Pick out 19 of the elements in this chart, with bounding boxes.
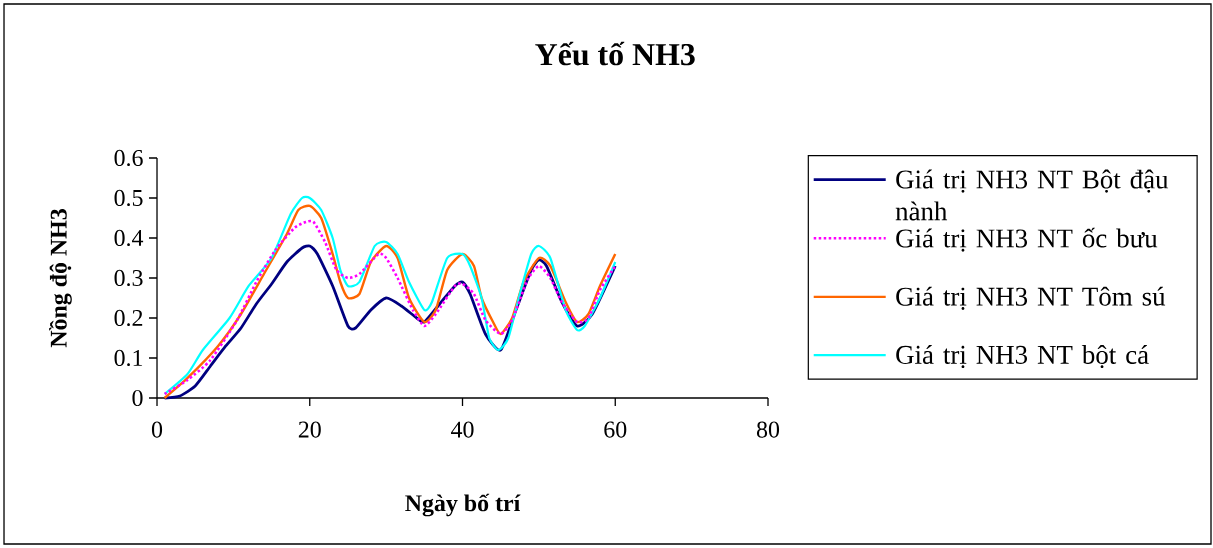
x-tick-label: 60: [604, 421, 627, 438]
y-tick-label: 0.1: [114, 349, 143, 367]
y-axis-title: Nồng độ NH3: [49, 209, 72, 348]
x-axis-title: Ngày bố trí: [405, 493, 521, 517]
y-tick-label: 0.6: [114, 149, 143, 167]
x-tick-label: 0: [151, 421, 163, 438]
x-tick-label: 40: [451, 421, 474, 438]
y-tick-label: 0.3: [114, 269, 143, 287]
y-tick-label: 0.5: [114, 189, 143, 207]
legend-label: Giá trị NH3 NT ốc bưu: [896, 227, 1158, 252]
y-tick-label: 0.4: [114, 229, 144, 247]
y-tick-label: 0: [132, 389, 143, 407]
chart-title: Yếu tố NH3: [535, 41, 695, 66]
x-tick-label: 80: [756, 421, 780, 438]
legend-label: Giá trị NH3 NT Bột đậu nành: [895, 169, 1169, 221]
legend-label: Giá trị NH3 NT bột cá: [896, 344, 1149, 369]
x-tick-label: 20: [298, 421, 321, 438]
y-tick-label: 0.2: [114, 309, 143, 327]
legend-label: Giá trị NH3 NT Tôm sú: [896, 286, 1166, 310]
